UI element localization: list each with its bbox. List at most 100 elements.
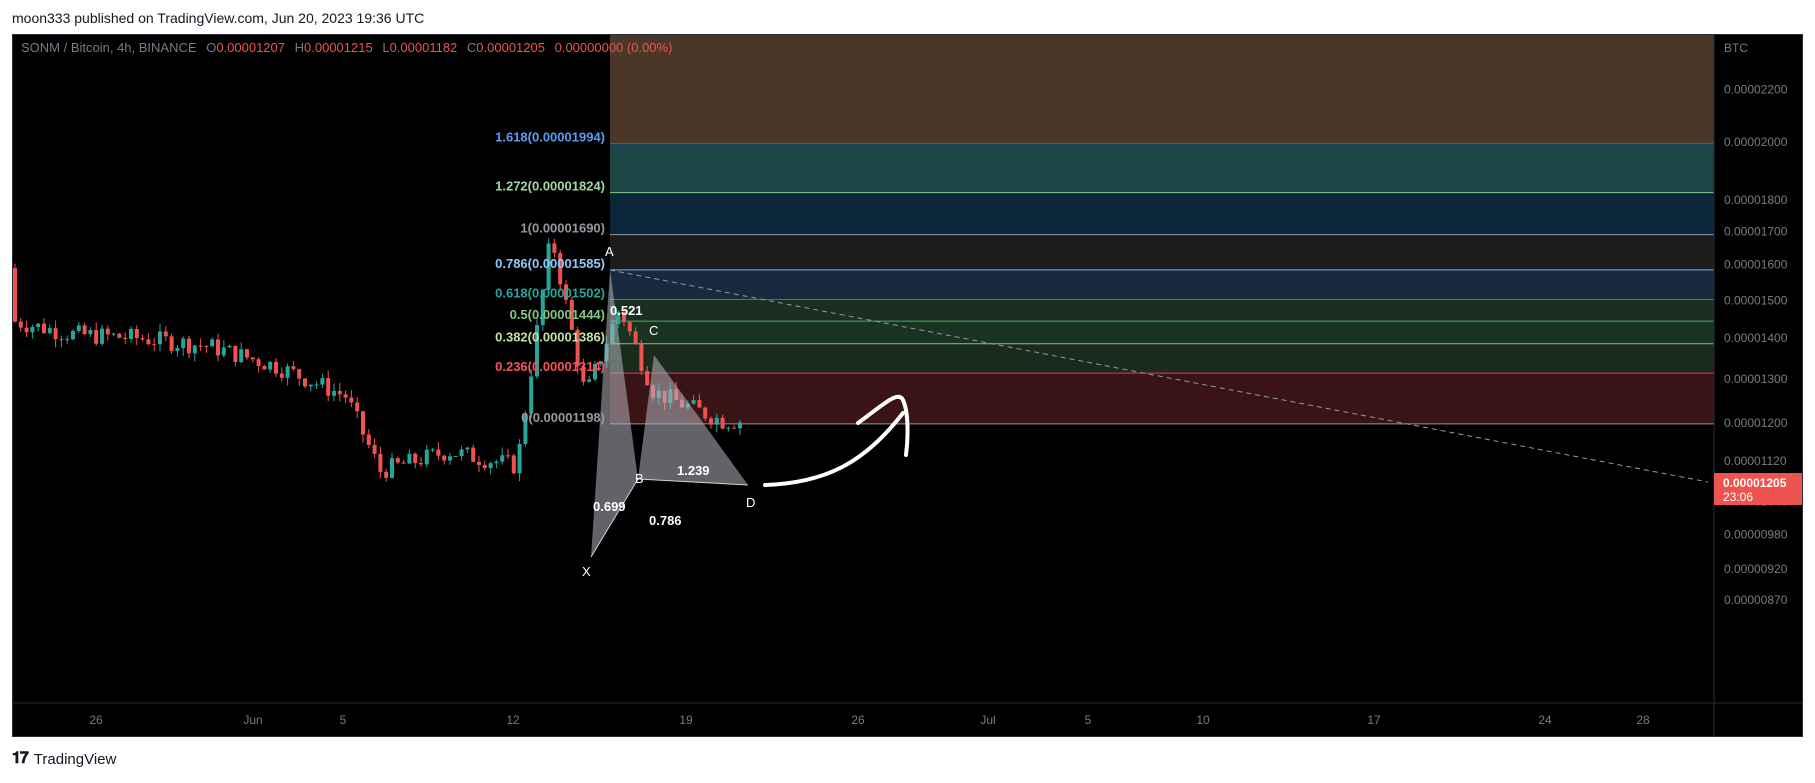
candle-body (337, 390, 342, 395)
candle-body (111, 333, 116, 335)
candle-body (216, 339, 220, 356)
candle-body (401, 462, 406, 464)
price-tick-label: 0.00001300 (1724, 372, 1788, 386)
time-tick-label: 24 (1538, 713, 1552, 727)
price-tick-label: 0.00002200 (1724, 83, 1788, 97)
candle-body (598, 361, 603, 364)
fib-zone-7 (610, 373, 1714, 424)
time-tick-label: 28 (1636, 713, 1650, 727)
candle-body (18, 321, 23, 328)
high-value: 0.00001215 (304, 40, 373, 55)
fib-label-0_5: 0.5(0.00001444) (510, 307, 605, 322)
candle-body (314, 384, 319, 386)
candle-body (622, 311, 626, 323)
price-tick-label: 0.00000980 (1724, 527, 1788, 541)
fib-label-1: 1(0.00001690) (520, 221, 605, 236)
point-label-x: X (582, 564, 591, 579)
pattern-labels: X A B C D 0.521 0.699 0.786 1.239 (582, 244, 755, 579)
candle-body (488, 463, 493, 469)
chart-canvas[interactable]: X A B C D 0.521 0.699 0.786 1.239 1.618(… (13, 35, 1802, 736)
harmonic-bcd-triangle (638, 355, 748, 485)
price-tick-label: 0.00001200 (1724, 416, 1788, 430)
candle-body (593, 363, 597, 380)
price-tick-label: 0.00001700 (1724, 224, 1788, 238)
ratio-label-0786: 0.786 (649, 513, 682, 528)
candle-body (210, 339, 215, 347)
candle-body (430, 449, 435, 451)
candle-body (82, 325, 87, 335)
candle-body (517, 444, 522, 474)
candle-body (245, 349, 249, 358)
time-tick-label: 12 (506, 713, 520, 727)
fib-zone-2 (610, 234, 1714, 270)
candle-body (320, 378, 325, 385)
candle-body (633, 331, 638, 344)
candle-body (13, 268, 17, 322)
candle-body (285, 366, 290, 378)
candle-body (413, 453, 418, 463)
candle-body (256, 359, 261, 366)
candle-body (732, 427, 737, 429)
fib-zone-4 (610, 299, 1714, 322)
price-tick-label: 0.00000870 (1724, 593, 1788, 607)
last-price-tag: 0.00001205 23:06 (1714, 473, 1802, 505)
fib-zone-0 (610, 143, 1714, 193)
fib-zone-3 (610, 269, 1714, 300)
price-tick-label: 0.00002000 (1724, 135, 1788, 149)
candle-body (442, 455, 447, 461)
candle-body (94, 330, 99, 344)
candle-body (76, 325, 81, 332)
candle-body (274, 361, 278, 374)
candle-body (158, 331, 162, 345)
candle-body (506, 455, 510, 457)
candle-body (181, 338, 186, 348)
point-label-b: B (635, 471, 644, 486)
time-tick-label: 26 (89, 713, 103, 727)
candle-body (523, 413, 528, 445)
ratio-label-1239: 1.239 (677, 463, 710, 478)
price-tick-label: 0.00000920 (1724, 562, 1788, 576)
tradingview-logo-icon: 𝟏𝟕 (12, 750, 29, 767)
candle-body (355, 402, 360, 412)
candle-body (326, 378, 331, 396)
time-tick-label: 5 (1085, 713, 1092, 727)
candle-body (419, 462, 423, 465)
candle-body (187, 338, 191, 354)
time-tick-label: Jun (243, 713, 262, 727)
candle-body (105, 328, 110, 335)
candle-body (639, 343, 644, 372)
last-price-value: 0.00001205 (1723, 476, 1787, 490)
candle-body (332, 390, 336, 396)
fib-label-0_786: 0.786(0.00001585) (495, 256, 605, 271)
candle-body (59, 339, 64, 341)
publisher-caption: moon333 published on TradingView.com, Ju… (12, 10, 425, 26)
point-label-a: A (605, 244, 614, 259)
candle-body (239, 349, 244, 363)
chart-frame[interactable]: X A B C D 0.521 0.699 0.786 1.239 1.618(… (12, 34, 1803, 737)
candle-body (163, 331, 168, 337)
candle-body (384, 471, 389, 478)
candle-body (227, 345, 232, 348)
fib-label-0: 0(0.00001198) (521, 410, 605, 425)
candle-body (471, 447, 476, 462)
candle-body (134, 328, 139, 339)
candle-body (587, 379, 592, 382)
candle-body (627, 322, 632, 332)
candle-body (169, 336, 174, 352)
fib-labels: 1.618(0.00001994) 1.272(0.00001824) 1(0.00… (495, 130, 605, 425)
ratio-label-0699: 0.699 (593, 499, 626, 514)
fib-zone-1 (610, 192, 1714, 235)
candle-body (390, 458, 394, 478)
price-tick-label: 0.00001600 (1724, 258, 1788, 272)
candle-body (146, 339, 151, 345)
candle-body (569, 299, 574, 330)
fib-zones (610, 35, 1714, 425)
point-label-c: C (649, 323, 658, 338)
candle-body (366, 434, 371, 445)
candle-body (691, 400, 696, 404)
fib-label-0_618: 0.618(0.00001502) (495, 286, 605, 301)
candle-body (308, 384, 313, 387)
footer-brand[interactable]: TradingView (33, 750, 117, 768)
candle-body (448, 456, 452, 461)
candle-body (71, 331, 75, 340)
